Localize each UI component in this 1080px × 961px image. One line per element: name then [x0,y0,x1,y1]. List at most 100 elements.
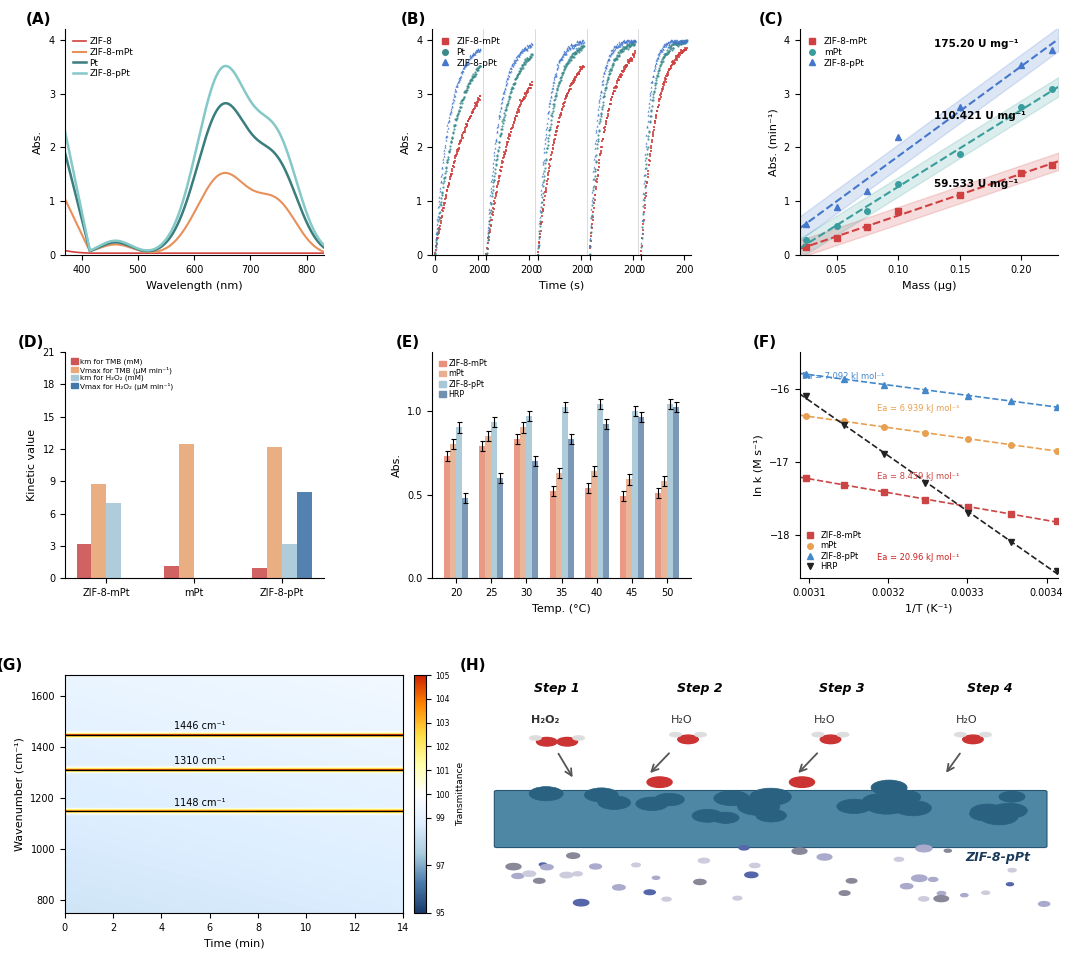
Point [638,120,656,136]
Point [561,54,578,69]
Point [457,57,474,72]
Point [624,47,642,62]
Point [612,42,630,58]
Point [619,35,636,50]
Point [552,50,569,65]
Point [652,89,670,105]
Point [503,120,521,136]
Point [434,201,451,216]
Point [665,36,683,51]
Point [513,43,530,59]
Point [621,38,638,54]
Bar [591,471,597,579]
Point [514,42,531,58]
HRP [1051,565,1064,577]
Point [462,72,480,87]
Pt [176,208,189,219]
Point [561,83,578,98]
Point [559,39,577,55]
Point [512,43,529,59]
Point [585,171,603,186]
Point [524,37,541,52]
Point [514,57,531,72]
Point [616,34,633,49]
Point [670,48,687,63]
Point [642,109,659,124]
Point [440,176,457,191]
Point [545,134,563,149]
Point [563,37,580,52]
Point [570,64,588,80]
Point [606,39,623,55]
Point [626,46,644,62]
Point [595,88,612,104]
Point [590,107,607,122]
Point [511,99,528,114]
Point [460,54,477,69]
Point [462,109,480,124]
Point [544,140,562,156]
Point [623,36,640,51]
Circle shape [539,863,546,866]
Point [465,46,483,62]
Bar [282,544,297,579]
Point [663,40,680,56]
Point [553,65,570,81]
Point [584,209,602,225]
Point [666,53,684,68]
Point [564,75,581,90]
Point [661,39,678,55]
Point [458,117,475,133]
Point [494,156,511,171]
Point [512,62,529,78]
Point [470,43,487,59]
Point [653,52,671,67]
Point [501,88,518,104]
Point [491,162,509,178]
Point [467,64,484,80]
Point [541,123,558,138]
Point [562,53,579,68]
Point [484,208,501,223]
Point [490,174,508,189]
Point [634,206,651,221]
Point [469,62,486,78]
Point [602,42,619,58]
Point [633,231,650,246]
Point [457,83,474,98]
Point [616,41,633,57]
Point [590,98,607,113]
Point [546,132,564,147]
Point [663,57,680,72]
Point [670,37,687,52]
Line: mPt: mPt [804,86,1055,243]
Point [572,61,590,76]
Point [612,43,630,59]
Point [459,116,476,132]
Point [656,49,673,64]
Point [593,83,610,98]
Point [432,174,449,189]
Point [678,32,696,47]
Point [447,112,464,128]
Point [490,168,508,184]
Point [646,115,663,131]
Point [487,188,504,204]
Point [489,119,507,135]
Point [538,119,555,135]
Point [518,41,536,57]
Circle shape [541,865,553,870]
Point [652,43,670,59]
Point [611,67,629,83]
Point [457,119,474,135]
Point [492,100,510,115]
Point [441,143,458,159]
Point [572,42,590,58]
Point [485,197,502,212]
Point [597,114,615,130]
Point [532,215,550,231]
Point [596,64,613,80]
Point [645,126,662,141]
Point [596,62,613,78]
Point [449,107,467,122]
